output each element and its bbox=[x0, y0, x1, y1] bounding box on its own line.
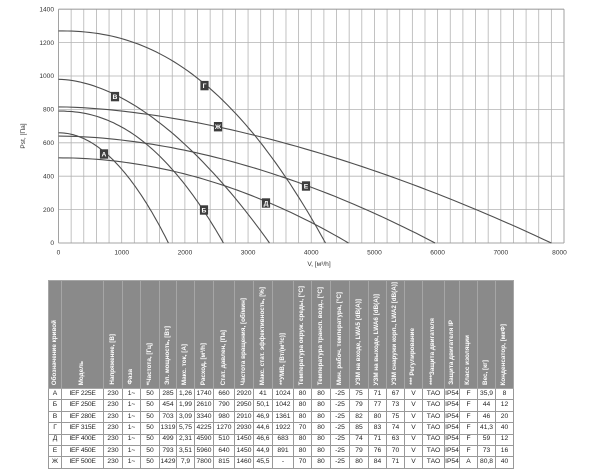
svg-text:0: 0 bbox=[57, 250, 61, 257]
svg-text:V, [м³/h]: V, [м³/h] bbox=[307, 261, 331, 268]
svg-text:1000: 1000 bbox=[39, 73, 54, 80]
svg-text:5000: 5000 bbox=[367, 250, 382, 257]
svg-text:Е: Е bbox=[304, 183, 309, 190]
svg-text:А: А bbox=[102, 151, 107, 158]
svg-text:7000: 7000 bbox=[493, 250, 508, 257]
svg-text:200: 200 bbox=[43, 207, 54, 214]
svg-text:Ж: Ж bbox=[214, 124, 222, 131]
svg-text:3000: 3000 bbox=[241, 250, 256, 257]
svg-text:1400: 1400 bbox=[39, 6, 54, 13]
svg-text:4000: 4000 bbox=[304, 250, 319, 257]
svg-text:8000: 8000 bbox=[552, 250, 567, 257]
svg-text:800: 800 bbox=[43, 107, 54, 114]
svg-text:400: 400 bbox=[43, 173, 54, 180]
svg-text:1000: 1000 bbox=[114, 250, 129, 257]
svg-text:600: 600 bbox=[43, 140, 54, 147]
svg-text:Д: Д bbox=[264, 200, 269, 207]
svg-text:Г: Г bbox=[203, 83, 207, 90]
svg-text:6000: 6000 bbox=[430, 250, 445, 257]
svg-text:Pst, [Па]: Pst, [Па] bbox=[20, 123, 27, 148]
svg-text:2000: 2000 bbox=[178, 250, 193, 257]
svg-text:Б: Б bbox=[202, 207, 207, 214]
svg-text:0: 0 bbox=[50, 240, 54, 247]
svg-text:1200: 1200 bbox=[39, 40, 54, 47]
svg-text:В: В bbox=[113, 94, 118, 101]
